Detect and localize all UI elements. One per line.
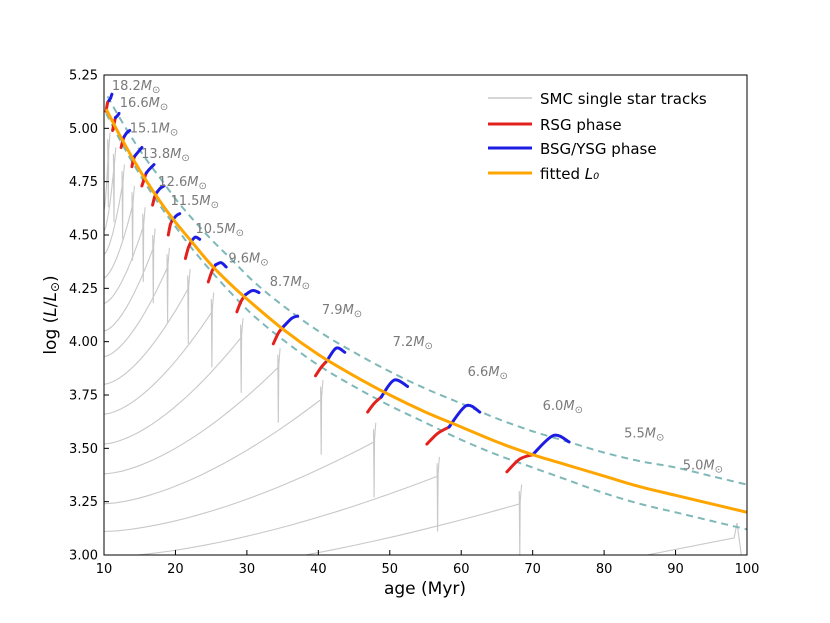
x-tick-label: 40 xyxy=(310,562,327,577)
envelope-curves xyxy=(105,95,747,531)
y-axis-title: log (L/L⊙) xyxy=(41,275,62,354)
bsg-phase-segment xyxy=(281,314,300,329)
x-tick-label: 60 xyxy=(453,562,470,577)
single-star-track xyxy=(104,185,135,279)
x-tick-label: 30 xyxy=(239,562,256,577)
single-star-track xyxy=(104,147,117,232)
y-tick-label: 4.00 xyxy=(69,335,98,350)
x-axis-title: age (Myr) xyxy=(384,579,466,599)
bsg-phase-segment xyxy=(379,378,410,399)
single-star-track xyxy=(104,292,215,415)
x-tick-label: 50 xyxy=(382,562,399,577)
single-star-track xyxy=(104,247,170,358)
mass-label: 8.7M⊙ xyxy=(270,275,310,292)
bsg-phase-segment xyxy=(122,129,132,139)
x-tick-label: 90 xyxy=(667,562,684,577)
x-tick-label: 70 xyxy=(524,562,541,577)
single-star-track xyxy=(646,522,742,555)
legend-label-fit-math: L₀ xyxy=(585,165,599,183)
single-star-track xyxy=(104,318,244,445)
single-star-track xyxy=(104,348,281,475)
x-tick-label: 100 xyxy=(735,562,760,577)
y-tick-label: 3.00 xyxy=(69,549,98,564)
bsg-phase-segment xyxy=(107,92,114,103)
single-star-track xyxy=(104,207,146,304)
legend-label-rsg: RSG phase xyxy=(540,116,622,134)
bsg-phase-segment xyxy=(325,346,347,363)
plot-frame xyxy=(103,74,748,556)
rsg-phase-segment xyxy=(366,395,383,414)
single-star-track xyxy=(104,380,324,505)
legend-label-bsg: BSG/YSG phase xyxy=(540,140,657,158)
rsg-phase-segment xyxy=(425,425,451,446)
single-star-track xyxy=(132,456,440,555)
single-star-track xyxy=(104,422,377,533)
y-tick-label: 5.25 xyxy=(69,69,98,84)
bsg-phase-segment xyxy=(144,163,156,175)
legend-label-fit: fitted L₀ xyxy=(540,165,599,183)
mass-label: 9.6M⊙ xyxy=(228,252,268,269)
mass-labels: 18.2M⊙16.6M⊙ 15.1M⊙ 13.8M⊙ 12.6M⊙ 11.5M⊙ 10.5… xyxy=(112,79,723,476)
rsg-phase-segment xyxy=(505,453,535,474)
mass-label: 5.0M⊙ xyxy=(683,459,723,476)
bsg-phase-segment xyxy=(155,184,166,194)
y-tick-label: 3.75 xyxy=(69,389,98,404)
mass-label: 10.5M⊙ xyxy=(195,222,244,239)
mass-label: 11.5M⊙ xyxy=(170,194,219,211)
single-star-track xyxy=(302,484,523,555)
legend: SMC single star tracks RSG phase BSG/YSG… xyxy=(488,90,707,183)
single-star-track xyxy=(104,269,191,385)
x-tick-label: 10 xyxy=(96,562,113,577)
y-tick-label: 3.25 xyxy=(69,495,98,510)
bsg-phase-segment xyxy=(531,433,571,457)
y-tick-label: 4.75 xyxy=(69,175,98,190)
mass-label: 7.2M⊙ xyxy=(393,335,433,352)
mass-label: 6.6M⊙ xyxy=(468,365,508,382)
legend-label-tracks: SMC single star tracks xyxy=(540,90,707,108)
y-tick-label: 4.25 xyxy=(69,282,98,297)
bsg-phase-segment xyxy=(214,261,228,269)
mass-label: 13.8M⊙ xyxy=(141,147,190,164)
single-star-track xyxy=(104,164,125,255)
dashed-lower-curve xyxy=(105,112,747,531)
single-star-track xyxy=(104,228,156,332)
mass-label: 5.5M⊙ xyxy=(624,427,664,444)
x-tick-label: 80 xyxy=(596,562,613,577)
rsg-phase-segment xyxy=(183,239,193,260)
x-tick-label: 20 xyxy=(167,562,184,577)
stellar-tracks xyxy=(104,132,742,555)
rsg-phase-segment xyxy=(166,218,175,237)
fitted-curve xyxy=(104,108,747,514)
bsg-phase-segment xyxy=(244,288,261,297)
bsg-phase-segment xyxy=(113,111,121,120)
y-tick-label: 3.50 xyxy=(69,442,98,457)
legend-label-fit-text: fitted xyxy=(540,165,585,183)
single-star-track xyxy=(104,132,111,210)
mass-label: 16.6M⊙ xyxy=(120,96,169,113)
rsg-phase-segment xyxy=(314,359,329,378)
mass-label: 7.9M⊙ xyxy=(322,303,362,320)
mass-label: 6.0M⊙ xyxy=(543,399,583,416)
mass-label: 18.2M⊙ xyxy=(112,79,161,96)
bsg-phase-segment xyxy=(133,146,144,158)
axes: 10 20 30 40 50 60 70 80 90 100 3.00 3.25 3.50 3.75 4.0… xyxy=(69,69,759,578)
y-tick-label: 5.00 xyxy=(69,122,98,137)
mass-label: 12.6M⊙ xyxy=(158,175,207,192)
mass-label: 15.1M⊙ xyxy=(130,122,179,139)
fitted-l0-curve xyxy=(104,108,747,514)
dashed-upper-curve xyxy=(106,95,747,486)
y-tick-label: 4.50 xyxy=(69,229,98,244)
bsg-phase-segment xyxy=(447,403,482,429)
